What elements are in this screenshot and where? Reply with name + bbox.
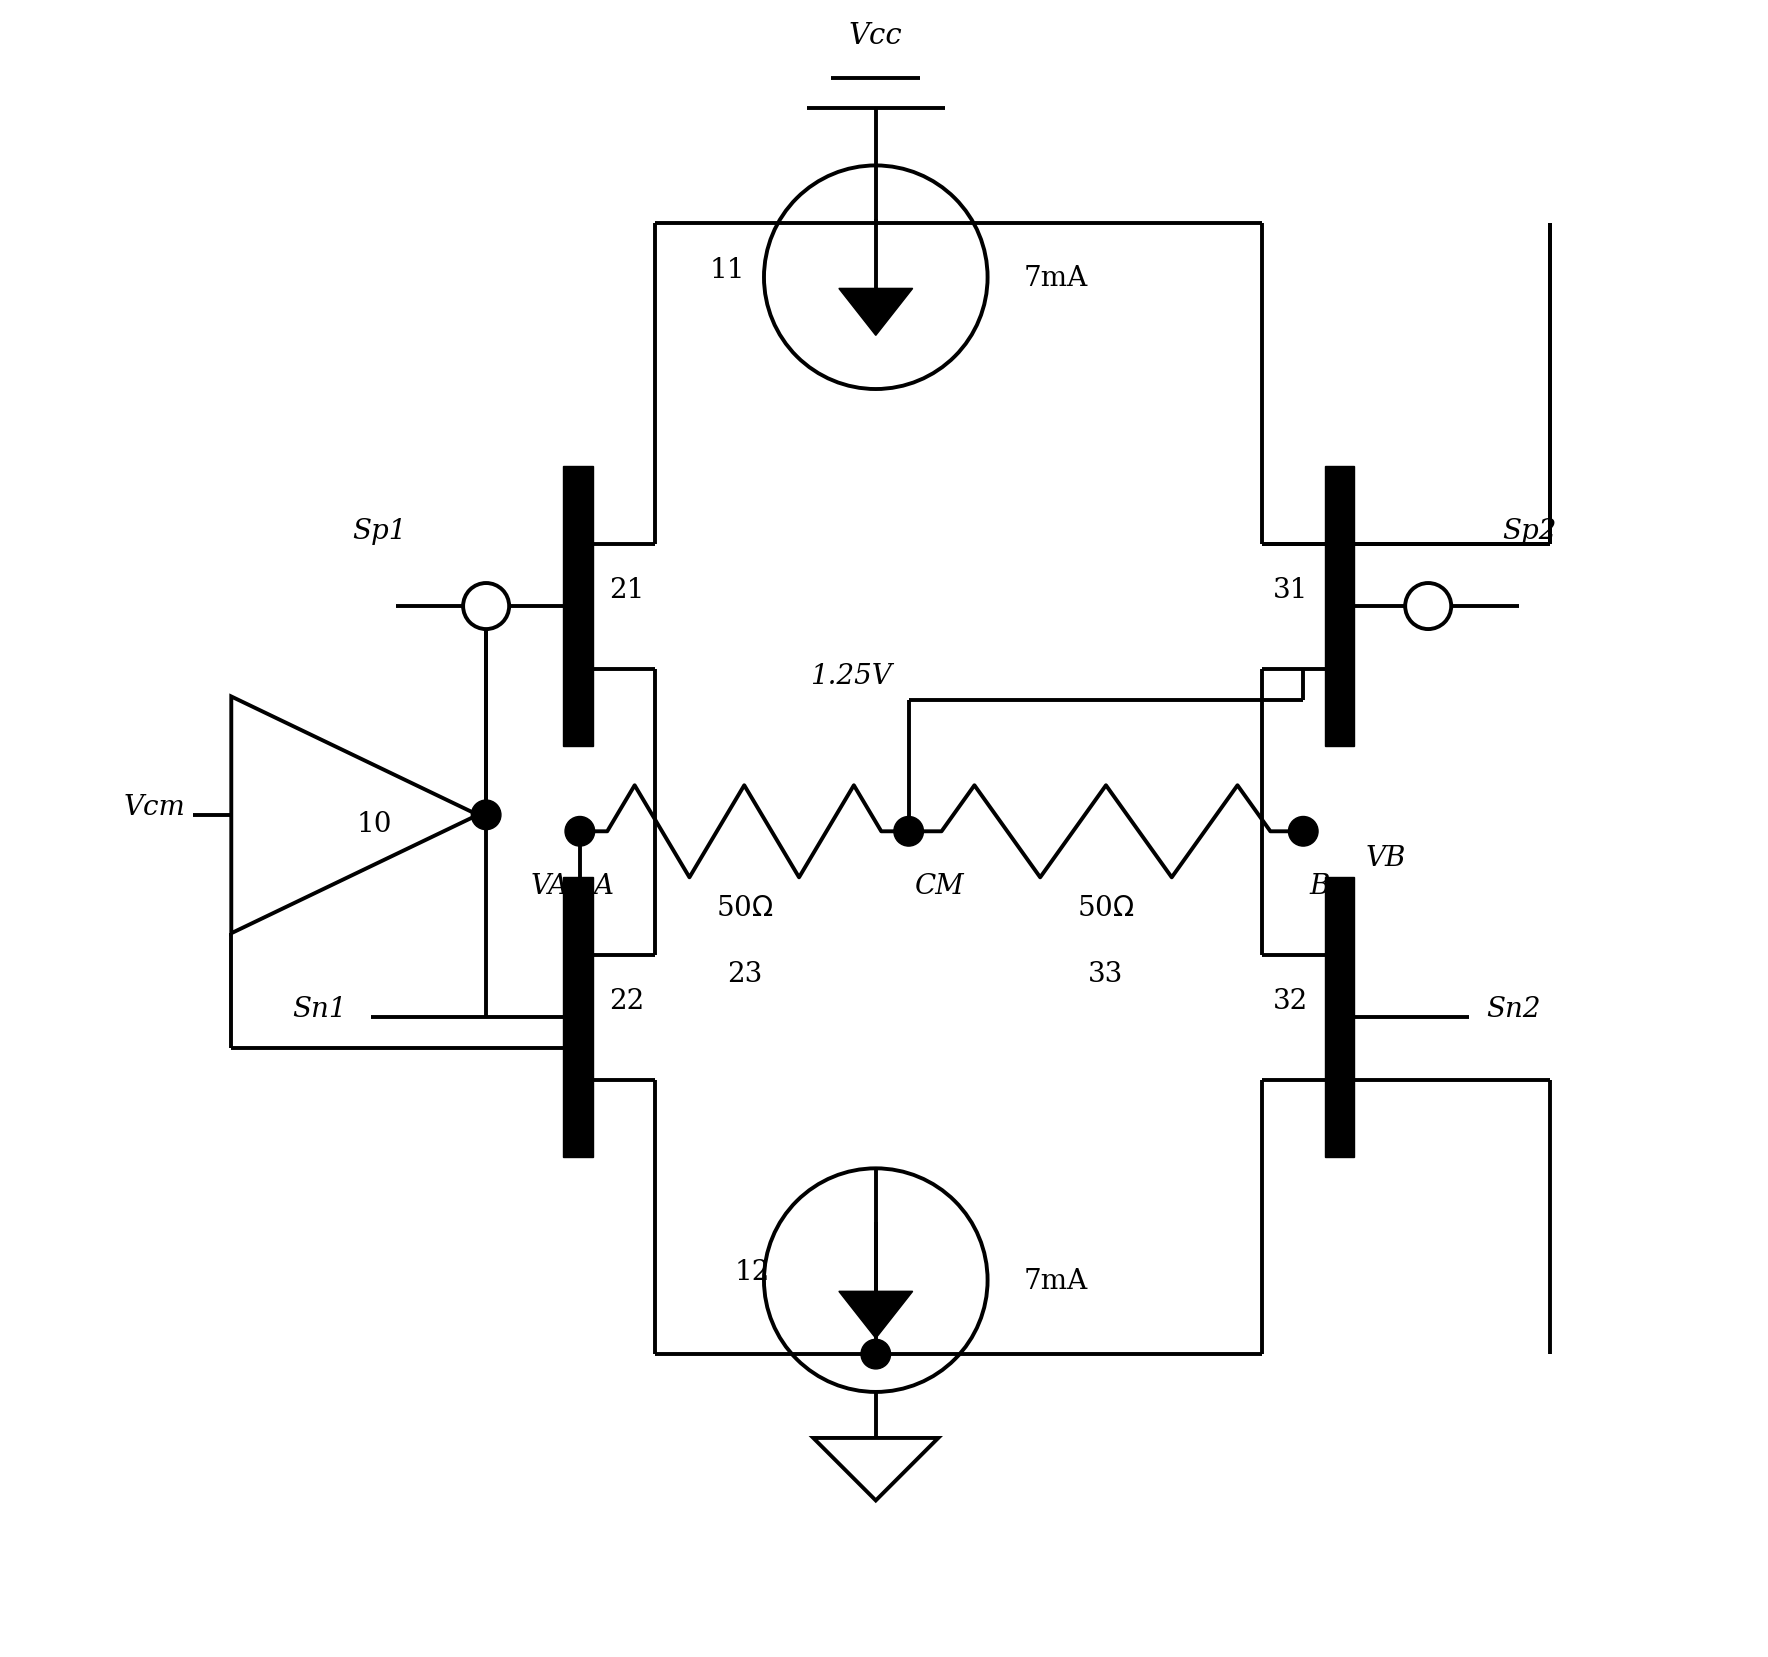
Text: 23: 23 [727, 959, 762, 988]
Text: Vcm: Vcm [124, 794, 186, 820]
Bar [1324, 467, 1354, 746]
Text: VB: VB [1365, 845, 1406, 872]
Text: Sp2: Sp2 [1503, 517, 1556, 543]
Bar [1324, 878, 1354, 1157]
Text: Sp1: Sp1 [352, 517, 407, 543]
Circle shape [861, 1339, 891, 1369]
Text: Sn1: Sn1 [292, 996, 347, 1022]
Text: 31: 31 [1273, 577, 1308, 603]
Polygon shape [838, 290, 912, 336]
Text: 11: 11 [711, 257, 746, 283]
Bar [564, 878, 592, 1157]
Text: CM: CM [916, 873, 965, 900]
Circle shape [472, 800, 500, 830]
Text: 50$\Omega$: 50$\Omega$ [716, 895, 773, 921]
Circle shape [463, 583, 509, 630]
Bar [564, 467, 592, 746]
Text: 50$\Omega$: 50$\Omega$ [1077, 895, 1135, 921]
Text: 33: 33 [1089, 959, 1124, 988]
Circle shape [566, 817, 594, 847]
Text: 7mA: 7mA [1024, 265, 1087, 292]
Text: 21: 21 [610, 577, 645, 603]
Circle shape [895, 817, 923, 847]
Text: 1.25V: 1.25V [810, 663, 891, 689]
Text: Vcc: Vcc [849, 22, 903, 50]
Text: A: A [592, 873, 613, 900]
Text: 7mA: 7mA [1024, 1268, 1087, 1294]
Text: VA: VA [530, 873, 568, 900]
Circle shape [1289, 817, 1319, 847]
Circle shape [1406, 583, 1452, 630]
Text: Sn2: Sn2 [1485, 996, 1540, 1022]
Text: 22: 22 [610, 988, 645, 1014]
Text: 32: 32 [1273, 988, 1308, 1014]
Polygon shape [838, 1291, 912, 1339]
Text: B: B [1310, 873, 1330, 900]
Text: 10: 10 [357, 810, 392, 837]
Text: 12: 12 [735, 1259, 771, 1286]
